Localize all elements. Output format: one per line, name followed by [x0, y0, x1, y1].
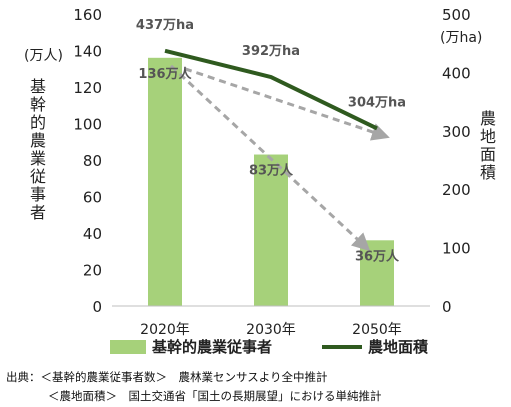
legend: 基幹的農業従事者 農地面積	[110, 338, 429, 356]
bar-data-label: 83万人	[249, 163, 294, 179]
bar-2050年	[360, 240, 394, 306]
y-left-tick-label: 100	[73, 116, 102, 134]
y-left-tick-label: 120	[73, 79, 102, 97]
x-tick-label: 2030年	[246, 322, 296, 338]
source-note-farmland: ＜農地面積＞ 国土交通省「国土の長期展望」における単純推計	[48, 389, 382, 403]
y-left-tick-label: 80	[83, 152, 102, 170]
line-series-farmland	[164, 48, 378, 131]
y-left-axis-title: 基幹的農業従事者	[30, 77, 46, 222]
axes-layer: 0 20 40 60 80 100 120 140 160 0 100 200 300 400 500 202…	[24, 6, 496, 338]
y-right-tick-label: 400	[442, 64, 471, 82]
x-tick-label: 2050年	[352, 322, 402, 338]
line-data-label: 437万ha	[136, 18, 194, 33]
trend-arrow-farmland	[184, 67, 390, 141]
trend-arrow-workers	[169, 64, 371, 252]
x-tick-label: 2020年	[140, 322, 190, 338]
y-left-tick-label: 20	[83, 262, 102, 280]
y-left-tick-label: 160	[73, 6, 102, 24]
y-left-unit: (万人)	[24, 48, 63, 64]
y-left-tick-label: 0	[92, 298, 102, 316]
y-right-tick-label: 300	[442, 123, 471, 141]
y-left-tick-label: 40	[83, 225, 102, 243]
y-right-tick-label: 500	[442, 6, 471, 24]
source-note-workers: 出典：＜基幹的農業従事者数＞ 農林業センサスより全中推計	[6, 370, 328, 384]
bar-data-label: 136万人	[138, 66, 192, 82]
line-data-label: 392万ha	[242, 44, 300, 59]
line-data-label: 304万ha	[348, 95, 406, 110]
bar-2030年	[254, 154, 288, 306]
legend-swatch-bar	[110, 340, 146, 354]
bar-data-label: 36万人	[355, 248, 400, 264]
y-left-tick-label: 140	[73, 43, 102, 61]
y-right-tick-label: 100	[442, 240, 471, 258]
y-right-tick-label: 0	[442, 298, 452, 316]
legend-label-bar: 基幹的農業従事者	[151, 338, 272, 356]
y-right-axis-title: 農地面積	[480, 109, 496, 182]
labels-layer: 136万人 83万人 36万人 437万ha 392万ha 304万ha	[136, 18, 406, 265]
chart: 0 20 40 60 80 100 120 140 160 0 100 200 300 400 500 202…	[24, 6, 496, 356]
bar-2020年	[148, 57, 182, 306]
legend-label-line: 農地面積	[368, 338, 429, 356]
line-layer	[164, 48, 378, 131]
y-left-tick-label: 60	[83, 189, 102, 207]
y-right-unit: (万ha)	[440, 30, 482, 46]
y-right-tick-label: 200	[442, 181, 471, 199]
bars-layer	[148, 57, 394, 306]
trend-arrows	[169, 64, 390, 252]
